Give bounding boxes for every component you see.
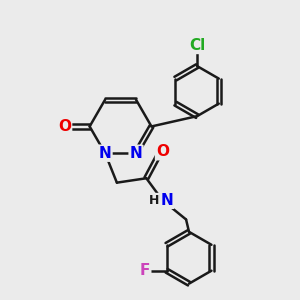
Text: F: F — [140, 263, 150, 278]
Text: N: N — [160, 193, 173, 208]
Text: H: H — [148, 194, 159, 207]
Text: N: N — [99, 146, 112, 161]
Text: N: N — [130, 146, 142, 161]
Text: Cl: Cl — [189, 38, 205, 53]
Text: O: O — [156, 144, 169, 159]
Text: O: O — [58, 119, 71, 134]
